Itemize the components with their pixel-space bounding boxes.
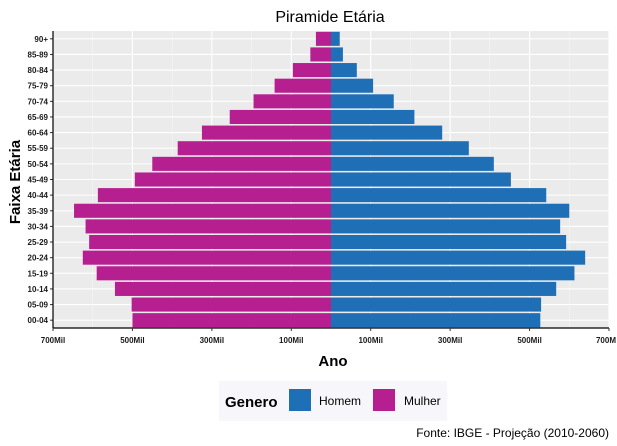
chart-title: Piramide Etária bbox=[275, 9, 384, 26]
y-tick-label: 70-74 bbox=[28, 97, 49, 106]
y-tick-label: 20-24 bbox=[28, 254, 49, 263]
y-tick-label: 05-09 bbox=[28, 301, 49, 310]
bar-homem-70-74 bbox=[331, 94, 394, 109]
bar-mulher-45-49 bbox=[134, 172, 331, 187]
x-tick-label: 700Mil bbox=[41, 336, 65, 345]
bar-homem-15-19 bbox=[331, 266, 575, 281]
bar-homem-40-44 bbox=[331, 188, 547, 203]
bar-mulher-30-34 bbox=[85, 219, 332, 234]
bar-homem-10-14 bbox=[331, 281, 557, 296]
x-tick-label: 100Mil bbox=[358, 336, 382, 345]
y-tick-label: 35-39 bbox=[28, 207, 49, 216]
bar-homem-25-29 bbox=[331, 234, 567, 250]
y-tick-label: 25-29 bbox=[28, 238, 49, 247]
bar-homem-85-89 bbox=[331, 47, 343, 62]
y-tick-label: 45-49 bbox=[28, 176, 49, 185]
bar-mulher-65-69 bbox=[229, 109, 331, 125]
y-tick-label: 55-59 bbox=[28, 144, 49, 153]
bar-mulher-55-59 bbox=[177, 141, 331, 156]
legend: Genero Homem Mulher bbox=[219, 381, 447, 421]
bar-mulher-10-14 bbox=[114, 281, 331, 296]
x-axis-title: Ano bbox=[318, 353, 347, 370]
y-axis-title: Faixa Etária bbox=[7, 139, 24, 224]
bar-mulher-90+ bbox=[315, 31, 331, 46]
x-tick-label: 500Mil bbox=[517, 336, 541, 345]
bar-homem-00-04 bbox=[331, 313, 541, 328]
bar-homem-05-09 bbox=[331, 297, 542, 312]
bar-mulher-35-39 bbox=[74, 203, 331, 218]
y-tick-label: 30-34 bbox=[28, 222, 49, 231]
bar-mulher-25-29 bbox=[89, 234, 331, 250]
bar-homem-35-39 bbox=[331, 203, 570, 218]
legend-label-homem: Homem bbox=[319, 394, 361, 408]
y-tick-label: 10-14 bbox=[28, 285, 49, 294]
bar-mulher-60-64 bbox=[201, 125, 331, 140]
bar-homem-60-64 bbox=[331, 125, 443, 140]
x-tick-label: 300Mil bbox=[200, 336, 224, 345]
legend-key-homem bbox=[289, 389, 311, 411]
y-axis: 00-04 05-09 10-14 15-19 20-24 25-29 30-34 35-39… bbox=[28, 31, 54, 328]
bar-homem-65-69 bbox=[331, 109, 415, 125]
legend-background bbox=[219, 381, 447, 421]
bar-homem-20-24 bbox=[331, 250, 586, 265]
bar-mulher-05-09 bbox=[131, 297, 331, 312]
bar-homem-30-34 bbox=[331, 219, 561, 234]
y-tick-label: 80-84 bbox=[28, 66, 49, 75]
y-tick-label: 50-54 bbox=[28, 160, 49, 169]
y-tick-label: 90+ bbox=[34, 35, 48, 44]
x-tick-label: 100Mil bbox=[279, 336, 303, 345]
bar-mulher-50-54 bbox=[152, 156, 331, 171]
bar-mulher-00-04 bbox=[132, 313, 331, 328]
y-tick-label: 85-89 bbox=[28, 50, 49, 59]
bar-homem-55-59 bbox=[331, 141, 469, 156]
x-tick-label: 500Mil bbox=[120, 336, 144, 345]
chart-caption: Fonte: IBGE - Projeção (2010-2060) bbox=[416, 426, 609, 440]
x-tick-label: 700M bbox=[596, 336, 616, 345]
bar-homem-80-84 bbox=[331, 63, 357, 78]
legend-title: Genero bbox=[225, 394, 278, 411]
y-tick-label: 60-64 bbox=[28, 129, 49, 138]
y-tick-label: 15-19 bbox=[28, 269, 49, 278]
x-tick-label: 300Mil bbox=[438, 336, 462, 345]
bar-homem-90+ bbox=[331, 31, 340, 46]
y-tick-label: 00-04 bbox=[28, 316, 49, 325]
bars-group bbox=[74, 31, 586, 328]
bar-mulher-20-24 bbox=[82, 250, 332, 265]
y-tick-label: 75-79 bbox=[28, 82, 49, 91]
bar-mulher-70-74 bbox=[253, 94, 331, 109]
bar-mulher-75-79 bbox=[274, 78, 331, 93]
x-axis: 700Mil 500Mil 300Mil 100Mil 100Mil 300Mil 500M… bbox=[41, 327, 616, 345]
bar-mulher-15-19 bbox=[96, 266, 331, 281]
y-tick-label: 65-69 bbox=[28, 113, 49, 122]
bar-homem-45-49 bbox=[331, 172, 511, 187]
bar-mulher-40-44 bbox=[97, 188, 332, 203]
legend-label-mulher: Mulher bbox=[404, 394, 441, 408]
y-tick-label: 40-44 bbox=[28, 191, 49, 200]
bar-mulher-80-84 bbox=[292, 63, 331, 78]
bar-homem-75-79 bbox=[331, 78, 374, 93]
bar-mulher-85-89 bbox=[310, 47, 331, 62]
bar-homem-50-54 bbox=[331, 156, 494, 171]
legend-key-mulher bbox=[373, 389, 395, 411]
